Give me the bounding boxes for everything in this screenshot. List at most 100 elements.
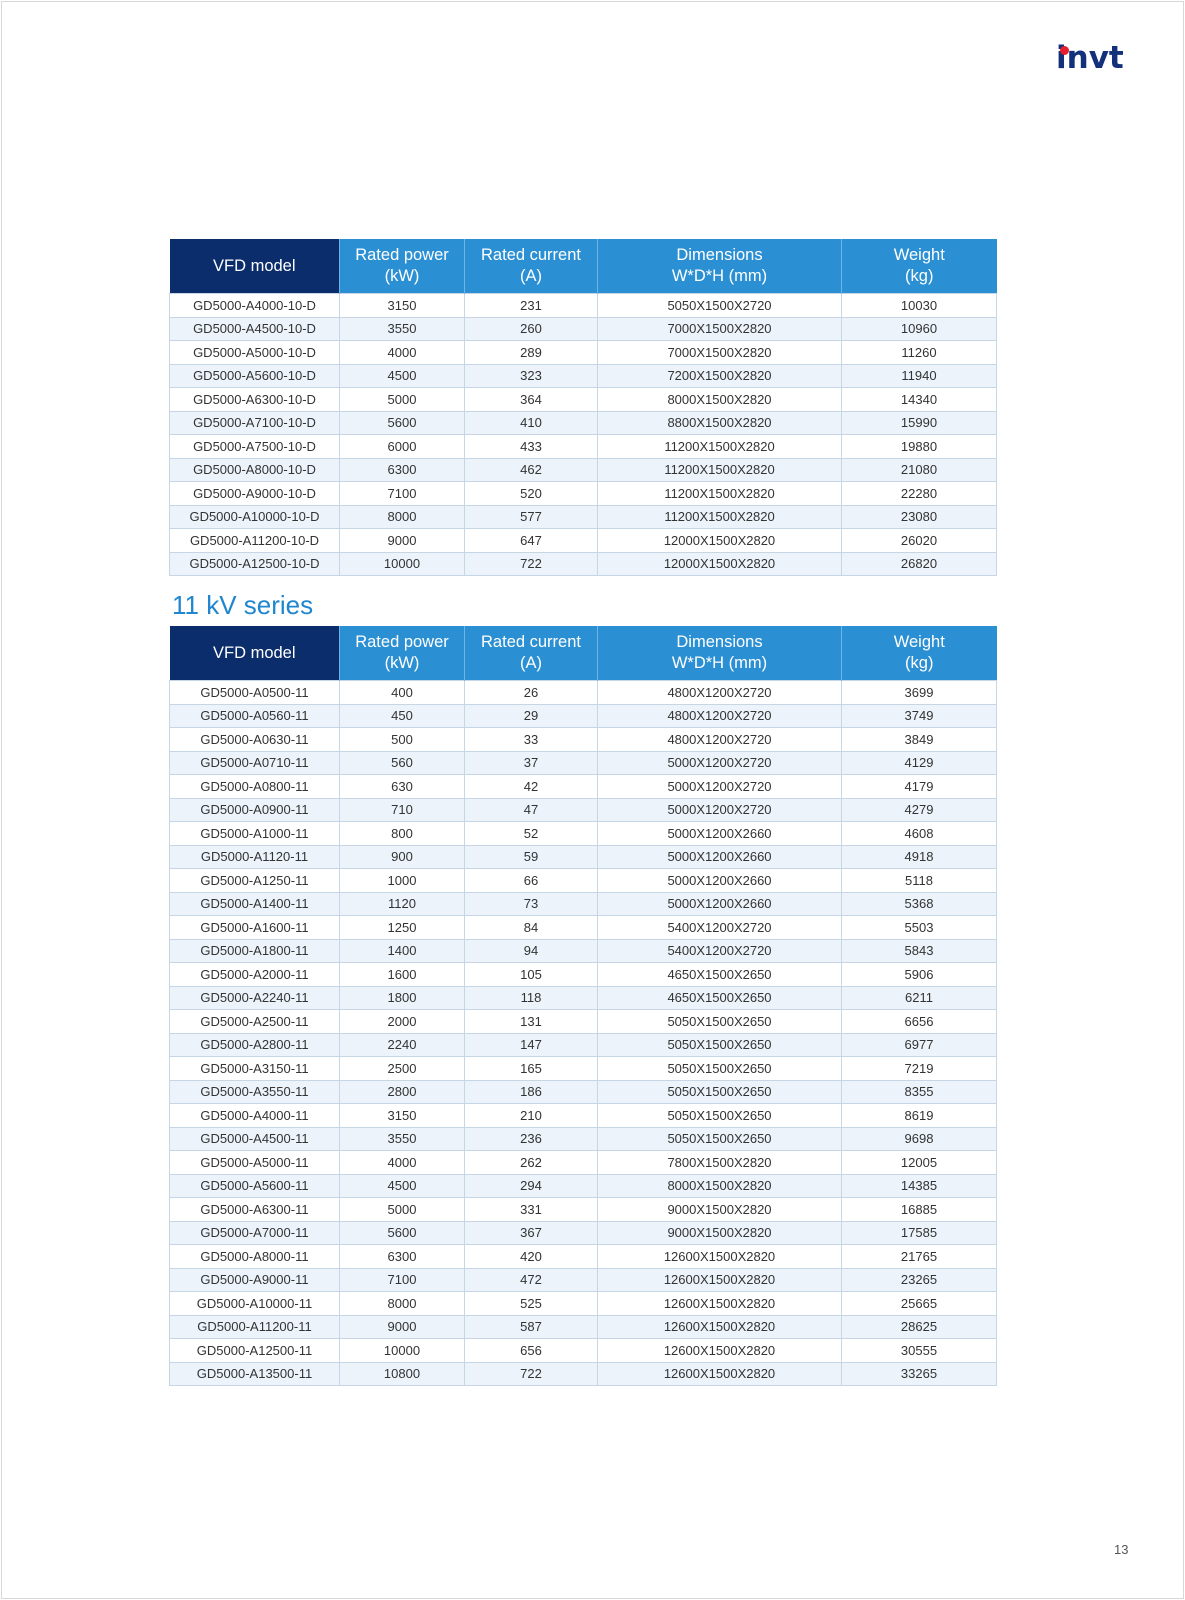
page-number: 13	[1114, 1542, 1129, 1557]
cell-rated-current: 29	[464, 703, 598, 728]
table-row: GD5000-A1120-11 900 59 5000X1200X2660 4918	[169, 844, 997, 869]
cell-rated-current: 59	[464, 844, 598, 869]
cell-weight: 6656	[841, 1009, 997, 1033]
cell-model: GD5000-A0630-11	[169, 727, 340, 751]
cell-weight: 7219	[841, 1056, 997, 1080]
cell-model: GD5000-A0560-11	[169, 703, 340, 728]
cell-rated-current: 47	[464, 797, 598, 822]
cell-rated-power: 560	[339, 750, 465, 775]
cell-weight: 14385	[841, 1173, 997, 1198]
cell-model: GD5000-A2800-11	[169, 1032, 340, 1057]
cell-model: GD5000-A9000-11	[169, 1267, 340, 1292]
cell-rated-power: 7100	[339, 481, 465, 505]
cell-model: GD5000-A7000-11	[169, 1220, 340, 1245]
cell-dimensions: 5000X1200X2660	[597, 844, 842, 869]
table-row: GD5000-A1800-11 1400 94 5400X1200X2720 5843	[169, 938, 997, 963]
cell-weight: 3849	[841, 727, 997, 751]
cell-weight: 9698	[841, 1126, 997, 1151]
table-row: GD5000-A0900-11 710 47 5000X1200X2720 4279	[169, 797, 997, 822]
cell-model: GD5000-A4500-10-D	[169, 316, 340, 341]
cell-dimensions: 5050X1500X2650	[597, 1103, 842, 1127]
cell-dimensions: 5050X1500X2650	[597, 1032, 842, 1057]
table-row: GD5000-A5000-11 4000 262 7800X1500X2820 1200…	[169, 1150, 997, 1174]
cell-rated-current: 84	[464, 915, 598, 939]
table-row: GD5000-A2240-11 1800 118 4650X1500X2650 6211	[169, 985, 997, 1010]
cell-weight: 16885	[841, 1197, 997, 1221]
cell-rated-current: 165	[464, 1056, 598, 1080]
cell-weight: 3699	[841, 680, 997, 704]
cell-rated-current: 410	[464, 410, 598, 435]
cell-dimensions: 12600X1500X2820	[597, 1314, 842, 1339]
cell-rated-power: 6300	[339, 1244, 465, 1268]
cell-weight: 21080	[841, 457, 997, 482]
cell-dimensions: 5050X1500X2650	[597, 1009, 842, 1033]
cell-weight: 28625	[841, 1314, 997, 1339]
cell-rated-current: 472	[464, 1267, 598, 1292]
cell-rated-power: 4000	[339, 1150, 465, 1174]
table-row: GD5000-A4500-10-D 3550 260 7000X1500X2820 10…	[169, 316, 997, 341]
table-row: GD5000-A1250-11 1000 66 5000X1200X2660 5118	[169, 868, 997, 892]
cell-dimensions: 5050X1500X2650	[597, 1056, 842, 1080]
cell-dimensions: 7000X1500X2820	[597, 340, 842, 364]
cell-rated-power: 1120	[339, 891, 465, 916]
cell-weight: 22280	[841, 481, 997, 505]
cell-weight: 30555	[841, 1338, 997, 1362]
cell-rated-current: 722	[464, 1361, 598, 1386]
header-unit: (A)	[520, 654, 542, 672]
cell-dimensions: 8800X1500X2820	[597, 410, 842, 435]
cell-rated-power: 5600	[339, 410, 465, 435]
header-rated-power: Rated power (kW)	[339, 239, 465, 294]
cell-rated-power: 4500	[339, 363, 465, 388]
cell-dimensions: 5050X1500X2650	[597, 1126, 842, 1151]
cell-weight: 8355	[841, 1079, 997, 1104]
cell-rated-power: 2240	[339, 1032, 465, 1057]
cell-model: GD5000-A10000-11	[169, 1291, 340, 1315]
cell-rated-power: 1250	[339, 915, 465, 939]
cell-rated-power: 1400	[339, 938, 465, 963]
cell-weight: 4279	[841, 797, 997, 822]
header-weight: Weight (kg)	[841, 626, 997, 681]
header-line: Rated power	[355, 246, 449, 264]
cell-weight: 26820	[841, 551, 997, 576]
cell-weight: 6977	[841, 1032, 997, 1057]
cell-rated-current: 367	[464, 1220, 598, 1245]
cell-rated-current: 33	[464, 727, 598, 751]
table-row: GD5000-A1400-11 1120 73 5000X1200X2660 5368	[169, 891, 997, 916]
table-row: GD5000-A1600-11 1250 84 5400X1200X2720 5503	[169, 915, 997, 939]
cell-model: GD5000-A1120-11	[169, 844, 340, 869]
table-row: GD5000-A11200-11 9000 587 12600X1500X2820 28…	[169, 1314, 997, 1339]
cell-dimensions: 4800X1200X2720	[597, 680, 842, 704]
cell-rated-power: 10000	[339, 551, 465, 576]
cell-rated-current: 647	[464, 528, 598, 552]
header-line: Dimensions	[676, 633, 763, 651]
cell-weight: 3749	[841, 703, 997, 728]
cell-model: GD5000-A1800-11	[169, 938, 340, 963]
header-line: Weight	[893, 633, 945, 651]
header-model: VFD model	[169, 239, 340, 294]
cell-model: GD5000-A1250-11	[169, 868, 340, 892]
cell-rated-power: 1600	[339, 962, 465, 986]
cell-rated-current: 323	[464, 363, 598, 388]
header-unit: (A)	[520, 267, 542, 285]
cell-rated-current: 236	[464, 1126, 598, 1151]
table-row: GD5000-A7100-10-D 5600 410 8800X1500X2820 15…	[169, 410, 997, 435]
cell-rated-power: 400	[339, 680, 465, 704]
cell-rated-current: 26	[464, 680, 598, 704]
cell-weight: 4179	[841, 774, 997, 798]
cell-dimensions: 7200X1500X2820	[597, 363, 842, 388]
table-row: GD5000-A10000-10-D 8000 577 11200X1500X2820…	[169, 504, 997, 529]
cell-weight: 23265	[841, 1267, 997, 1292]
cell-model: GD5000-A0900-11	[169, 797, 340, 822]
table-row: GD5000-A6300-10-D 5000 364 8000X1500X2820 14…	[169, 387, 997, 411]
table-row: GD5000-A3150-11 2500 165 5050X1500X2650 7219	[169, 1056, 997, 1080]
header-model: VFD model	[169, 626, 340, 681]
cell-dimensions: 5000X1200X2720	[597, 797, 842, 822]
cell-weight: 5503	[841, 915, 997, 939]
cell-rated-current: 66	[464, 868, 598, 892]
cell-model: GD5000-A12500-10-D	[169, 551, 340, 576]
cell-rated-current: 94	[464, 938, 598, 963]
cell-rated-current: 420	[464, 1244, 598, 1268]
table-row: GD5000-A0710-11 560 37 5000X1200X2720 4129	[169, 750, 997, 775]
cell-weight: 11260	[841, 340, 997, 364]
cell-dimensions: 11200X1500X2820	[597, 434, 842, 458]
